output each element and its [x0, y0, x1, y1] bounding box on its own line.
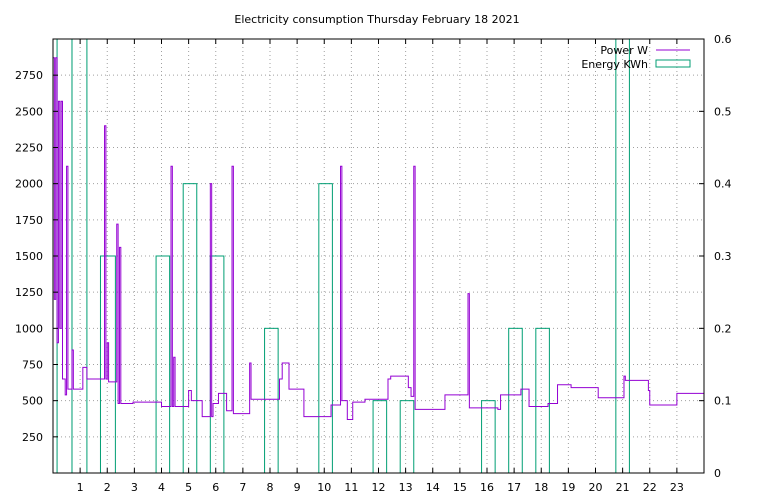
x-tick-label: 16: [480, 481, 494, 494]
power-series: [53, 57, 704, 420]
y2-tick-label: 0.2: [714, 322, 732, 335]
x-tick-label: 1: [77, 481, 84, 494]
grid: [53, 39, 704, 473]
x-tick-label: 8: [267, 481, 274, 494]
y-tick-label: 250: [22, 431, 43, 444]
x-tick-label: 13: [399, 481, 413, 494]
x-tick-label: 10: [317, 481, 331, 494]
x-tick-label: 17: [507, 481, 521, 494]
y-tick-label: 1500: [15, 250, 43, 263]
x-tick-label: 19: [561, 481, 575, 494]
y-tick-label: 2000: [15, 178, 43, 191]
legend-swatch-energy: [655, 59, 691, 68]
y-tick-label: 1000: [15, 322, 43, 335]
y-tick-label: 1750: [15, 214, 43, 227]
x-tick-label: 5: [185, 481, 192, 494]
y2-tick-label: 0.1: [714, 395, 732, 408]
y-axis-right: 0 0.1 0.2 0.3 0.4 0.5 0.6: [699, 33, 732, 480]
y-tick-label: 750: [22, 359, 43, 372]
y2-tick-label: 0: [714, 467, 721, 480]
power-line: [53, 57, 704, 420]
x-tick-label: 18: [534, 481, 548, 494]
x-tick-label: 22: [643, 481, 657, 494]
legend-label-energy: Energy KWh: [581, 58, 648, 71]
x-tick-label: 4: [158, 481, 165, 494]
y-tick-label: 2750: [15, 69, 43, 82]
x-tick-label: 12: [372, 481, 386, 494]
energy-series: [56, 38, 630, 474]
y-tick-label: 500: [22, 395, 43, 408]
x-tick-label: 9: [294, 481, 301, 494]
x-tick-label: 20: [589, 481, 603, 494]
y2-tick-label: 0.6: [714, 33, 732, 46]
y2-tick-label: 0.4: [714, 178, 732, 191]
x-tick-label: 21: [616, 481, 630, 494]
y-tick-label: 2500: [15, 105, 43, 118]
y2-tick-label: 0.3: [714, 250, 732, 263]
y2-tick-label: 0.5: [714, 105, 732, 118]
energy-bar: [508, 327, 523, 474]
x-tick-label: 6: [212, 481, 219, 494]
x-tick-label: 23: [670, 481, 684, 494]
energy-bar: [399, 400, 415, 474]
x-tick-label: 7: [239, 481, 246, 494]
y-tick-label: 1250: [15, 286, 43, 299]
energy-bar: [264, 327, 279, 474]
x-tick-label: 14: [426, 481, 440, 494]
legend: Power W Energy KWh: [581, 44, 691, 71]
x-tick-label: 15: [453, 481, 467, 494]
chart-title: Electricity consumption Thursday Februar…: [234, 13, 519, 26]
legend-label-power: Power W: [600, 44, 648, 57]
x-axis: 1 2 3 4 5 6 7 8 9 10 11 12 13 14 15 16 17 18 19 20 21 22 23: [77, 39, 684, 494]
x-tick-label: 11: [344, 481, 358, 494]
energy-bar: [155, 255, 171, 474]
energy-bar: [71, 38, 88, 474]
energy-bar: [372, 400, 388, 474]
y-tick-label: 2250: [15, 142, 43, 155]
y-axis-left: 250 500 750 1000 1250 1500 1750 2000 2250 2500 275…: [15, 69, 58, 444]
x-tick-label: 3: [131, 481, 138, 494]
x-tick-label: 2: [104, 481, 111, 494]
